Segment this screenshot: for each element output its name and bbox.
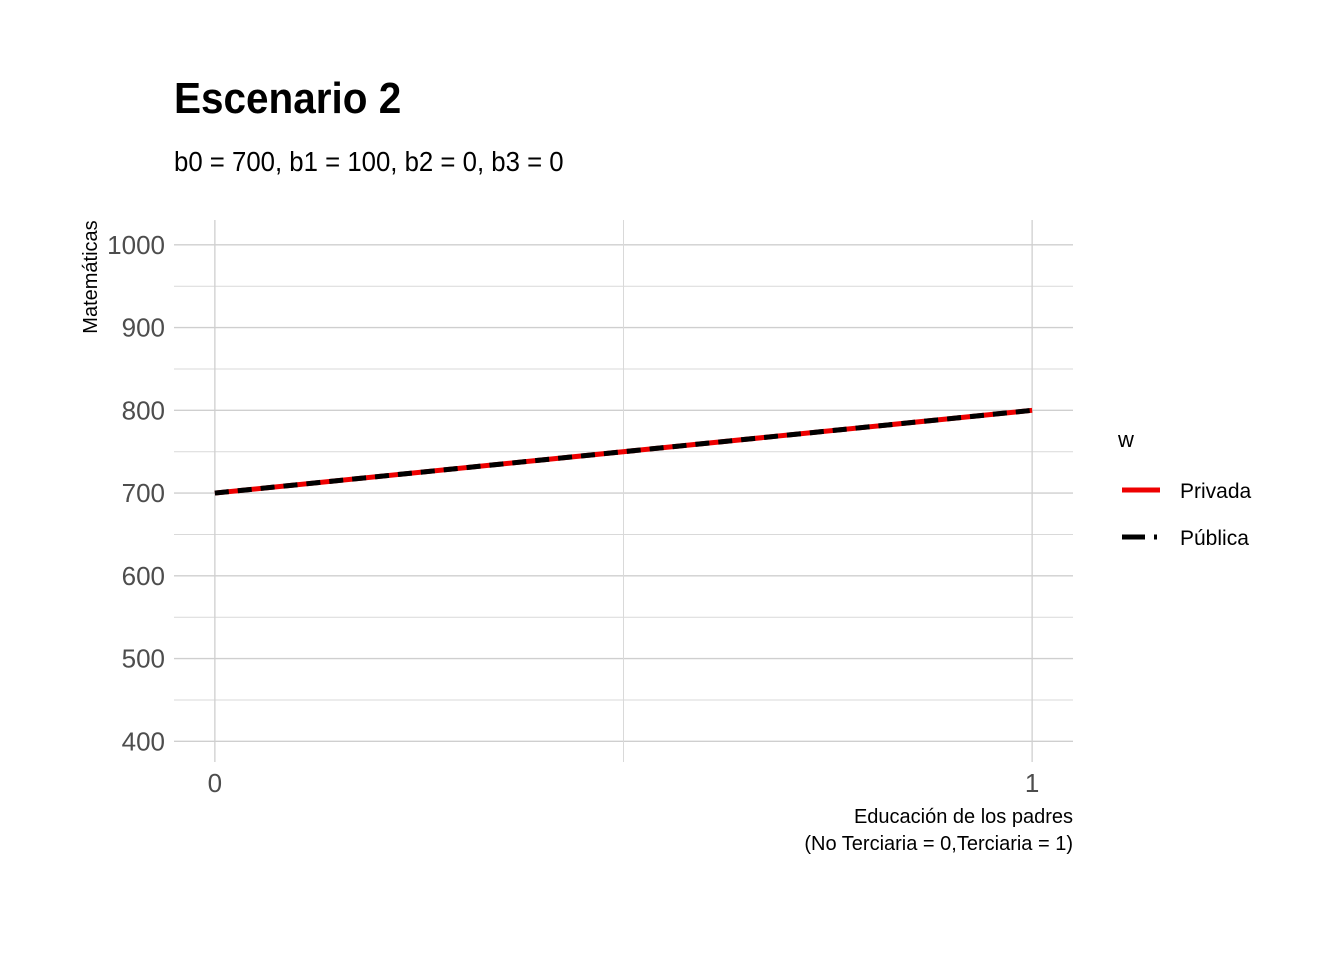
y-tick-label: 500: [122, 644, 165, 674]
series-lines: [214, 407, 1033, 496]
legend-label-pública: Pública: [1180, 527, 1249, 550]
y-tick-label: 900: [122, 313, 165, 343]
grid-lines: [174, 220, 1073, 762]
y-tick-label: 800: [122, 395, 165, 425]
y-tick-label: 1000: [107, 230, 165, 260]
x-axis-title-line-2: (No Terciaria = 0,Terciaria = 1): [804, 833, 1073, 855]
legend: w Privada Pública: [1117, 427, 1252, 550]
x-tick-label: 0: [208, 768, 222, 798]
y-tick-label: 600: [122, 561, 165, 591]
x-tick-label: 1: [1025, 768, 1039, 798]
chart-title: Escenario 2: [174, 74, 402, 123]
chart-subtitle: b0 = 700, b1 = 100, b2 = 0, b3 = 0: [174, 146, 564, 177]
y-tick-label: 700: [122, 478, 165, 508]
legend-label-privada: Privada: [1180, 480, 1252, 503]
y-tick-label: 400: [122, 726, 165, 756]
y-axis-ticks: 400 500 600 700 800 900 1000: [107, 230, 165, 756]
x-axis-title-line-1: Educación de los padres: [854, 806, 1073, 828]
series-line-privada: [214, 407, 1033, 496]
y-axis-title: Matemáticas: [80, 220, 102, 333]
legend-title: w: [1117, 427, 1134, 452]
